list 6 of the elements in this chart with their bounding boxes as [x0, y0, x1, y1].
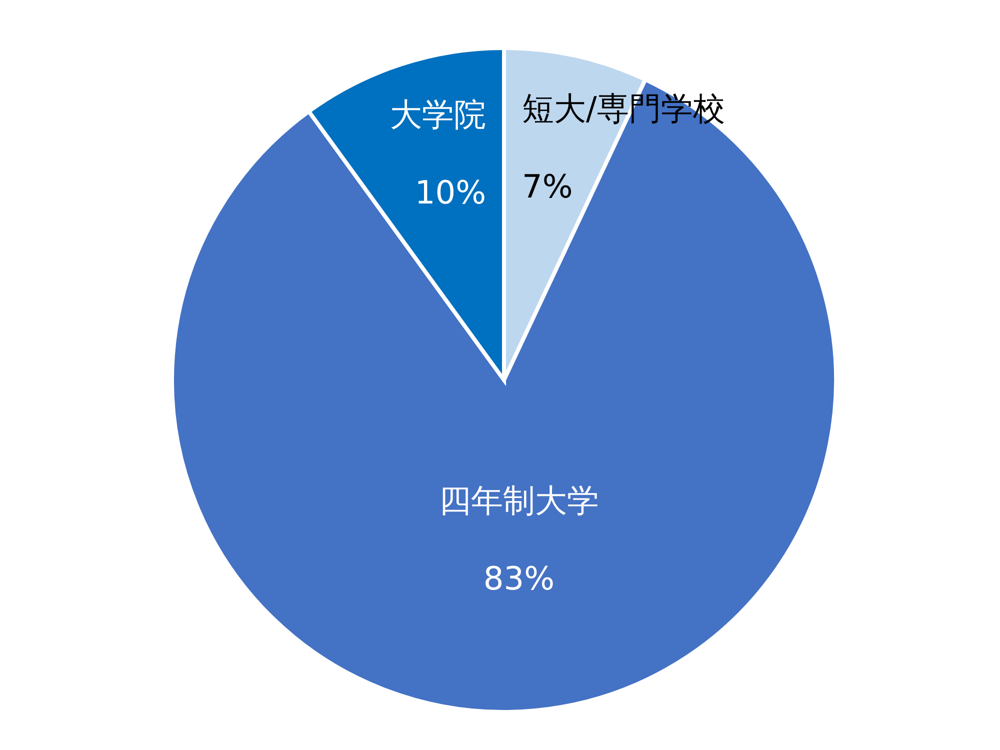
- data-label: 83%: [483, 560, 555, 598]
- data-label: 10%: [414, 174, 486, 212]
- slice-label: 大学院: [390, 96, 486, 134]
- slice-label: 短大/専門学校: [522, 90, 725, 128]
- slice-label: 四年制大学: [438, 482, 599, 520]
- data-label: 7%: [522, 168, 573, 206]
